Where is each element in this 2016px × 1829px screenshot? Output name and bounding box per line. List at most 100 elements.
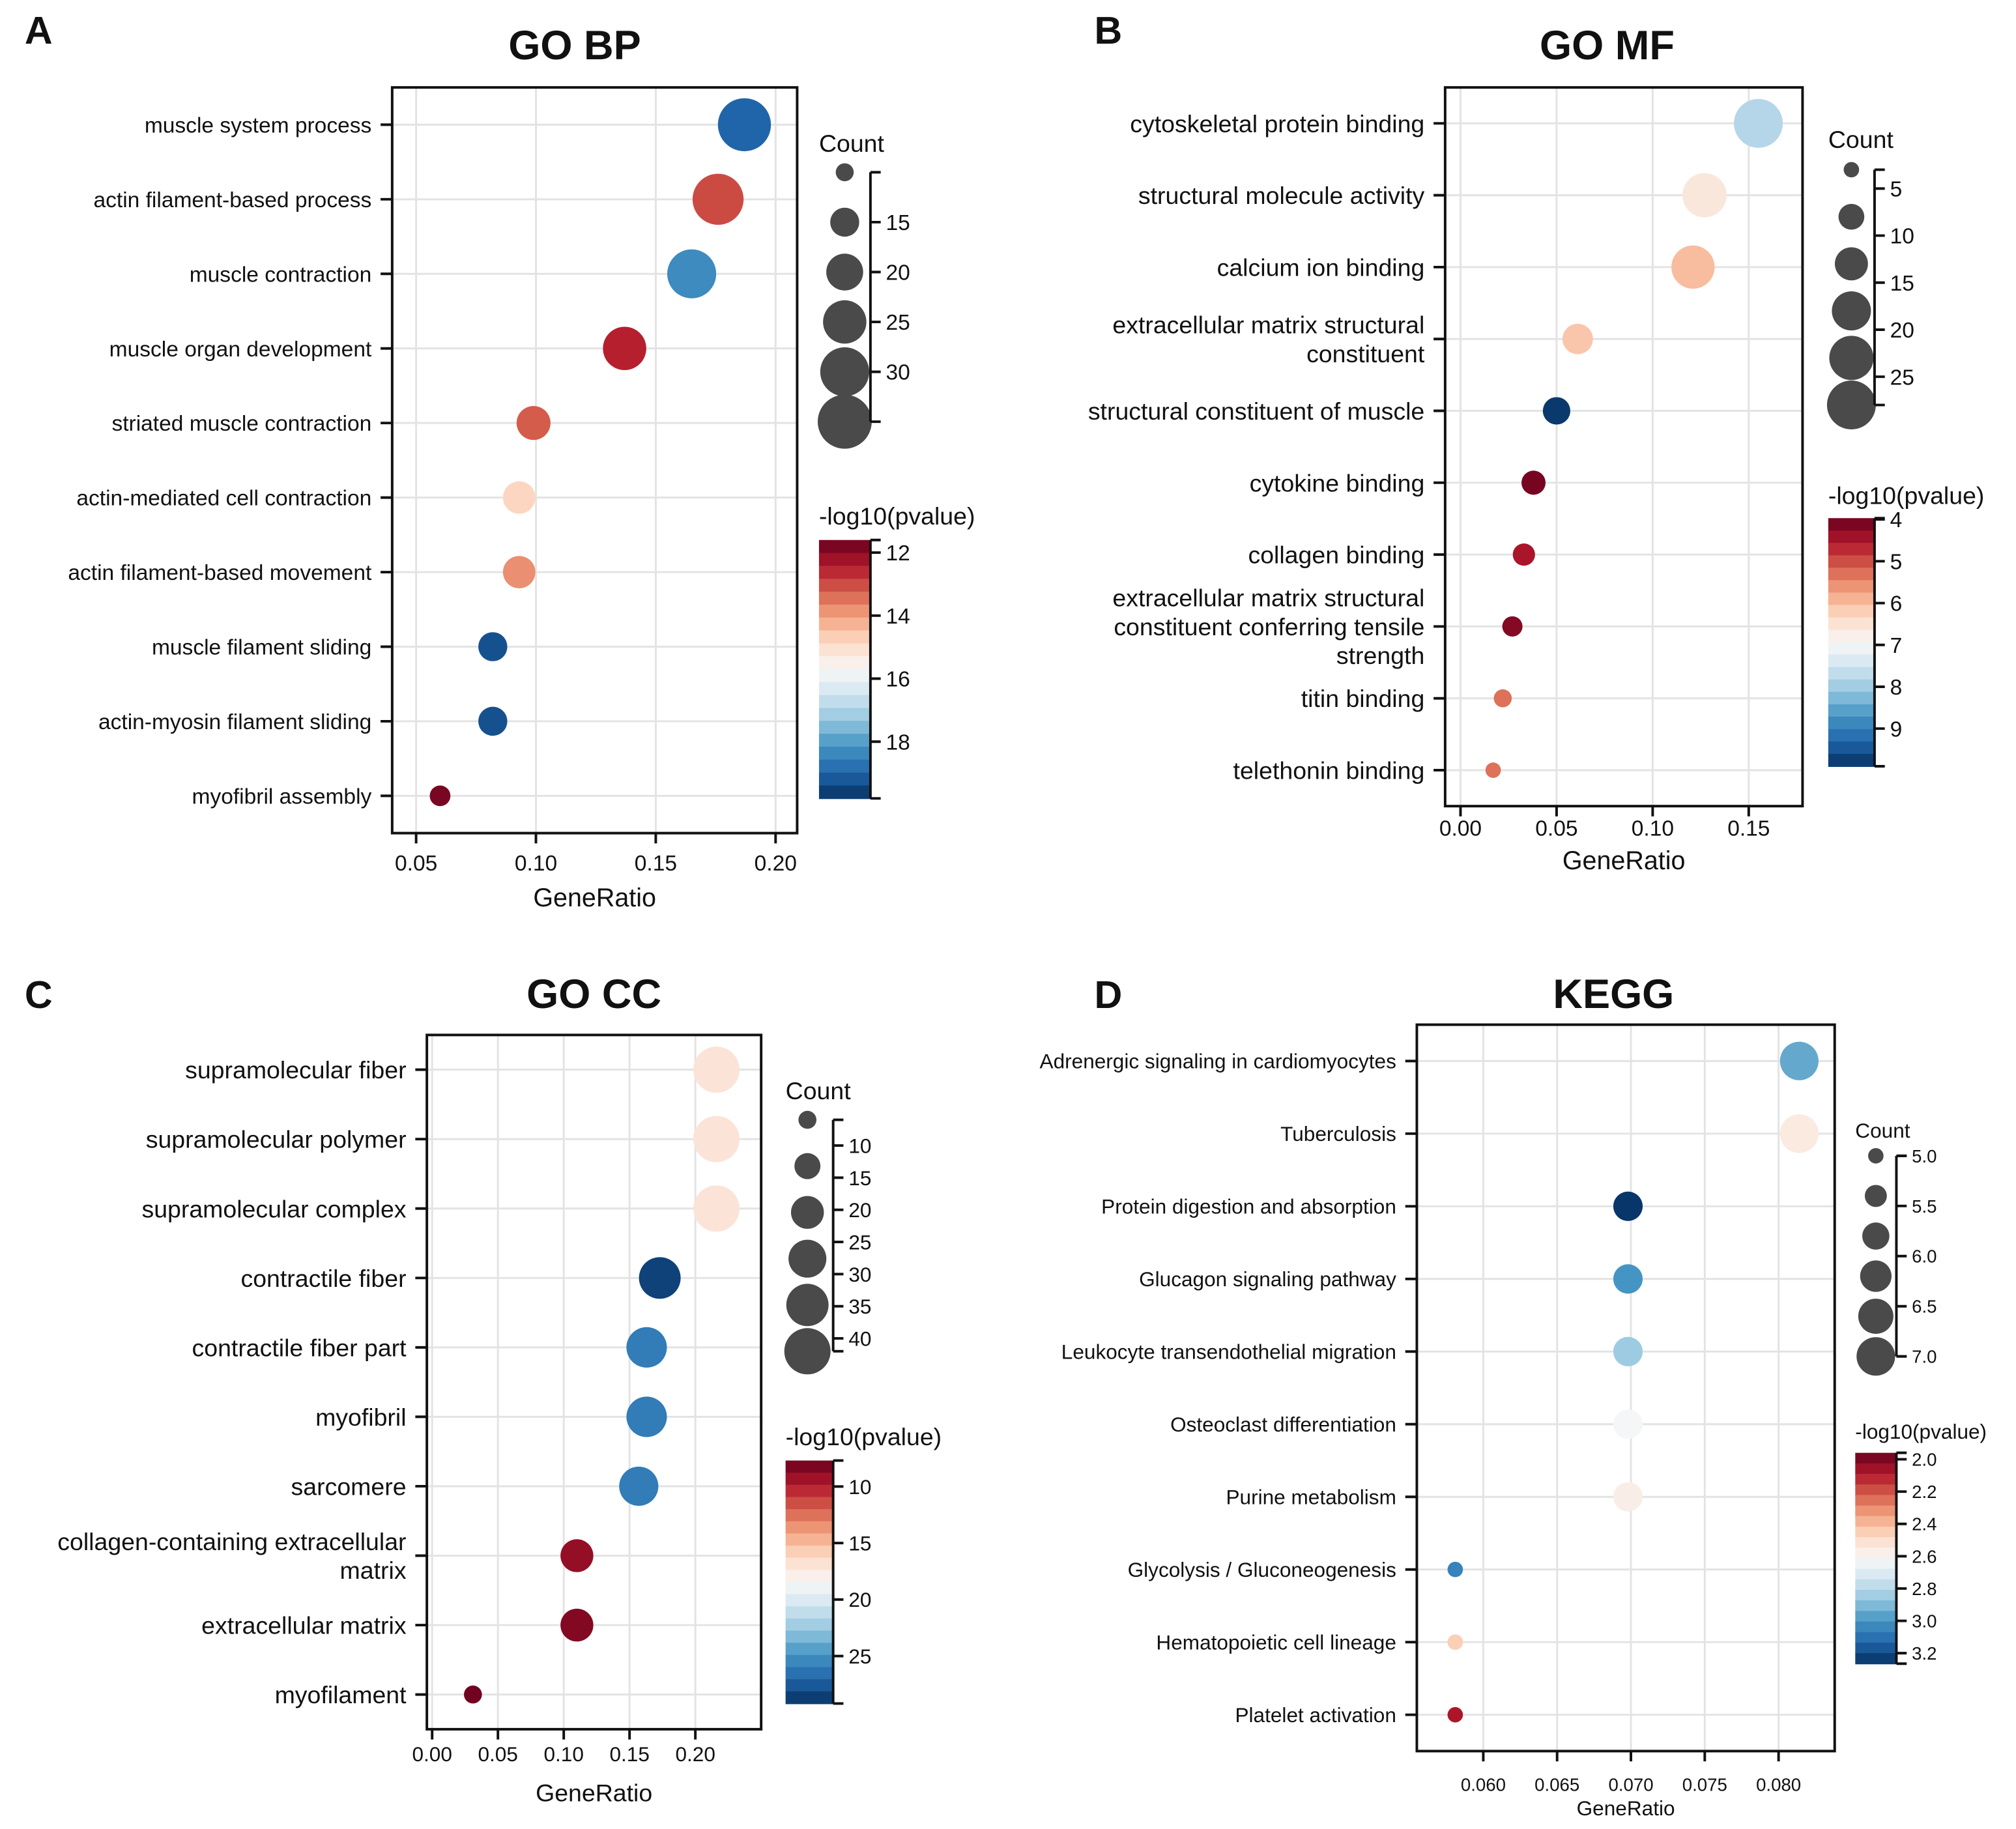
size-legend-tick-label: 20	[848, 1198, 871, 1222]
size-legend-circle	[784, 1328, 831, 1375]
colorbar-tick-label: 4	[1890, 508, 1903, 532]
colorbar-band	[818, 553, 871, 567]
x-tick-label: 0.05	[395, 852, 437, 876]
colorbar-title: -log10(pvalue)	[1828, 482, 1985, 509]
data-point	[717, 98, 771, 152]
y-tick-label-line: Purine metabolism	[1226, 1486, 1396, 1509]
size-legend-tick-label: 15	[886, 211, 910, 235]
size-legend-tick-label: 25	[1890, 366, 1914, 390]
size-legend-circle	[1860, 1260, 1892, 1292]
colorbar-tick-label: 8	[1890, 676, 1903, 700]
data-point	[1521, 470, 1546, 495]
y-tick-label-line: actin filament-based process	[93, 188, 371, 212]
size-legend-circle	[1838, 203, 1865, 230]
data-point	[639, 1257, 681, 1299]
data-point	[1779, 1114, 1819, 1153]
colorbar-title: -log10(pvalue)	[786, 1423, 942, 1450]
colorbar-band	[785, 1521, 833, 1534]
y-tick-label: cytoskeletal protein binding	[1130, 110, 1424, 137]
colorbar-tick-label: 5	[1890, 550, 1903, 574]
x-tick-label: 0.075	[1682, 1775, 1727, 1795]
colorbar-band	[1828, 580, 1875, 594]
x-tick-label: 0.05	[1535, 817, 1577, 841]
data-point	[1447, 1561, 1463, 1577]
y-tick-label-line: structural molecule activity	[1138, 182, 1425, 209]
colorbar-tick-label: 7	[1890, 634, 1903, 658]
y-tick-label-line: cytokine binding	[1250, 469, 1425, 497]
colorbar-band	[785, 1654, 833, 1668]
size-legend-tick-label: 5.0	[1912, 1146, 1937, 1166]
colorbar-band	[785, 1473, 833, 1486]
colorbar-band	[1828, 654, 1875, 668]
size-legend-tick-label: 25	[848, 1230, 871, 1254]
size-legend-circle	[1868, 1148, 1884, 1164]
y-tick-label-line: telethonin binding	[1233, 757, 1425, 785]
colorbar-tick-label: 20	[848, 1588, 871, 1611]
x-tick-label: 0.10	[515, 852, 557, 876]
y-tick-label-line: myofibril	[315, 1404, 406, 1431]
panel-a: A GO BP muscle system process actin filamen…	[25, 8, 975, 912]
y-tick-label: structural molecule activity	[1138, 182, 1425, 209]
colorbar-band	[1828, 716, 1875, 730]
colorbar-band	[1855, 1653, 1897, 1665]
data-point	[1512, 543, 1535, 566]
x-tick-label: 0.070	[1608, 1775, 1653, 1795]
data-point	[1542, 397, 1570, 425]
size-legend-circle	[1832, 291, 1871, 331]
y-tick-label-line: contractile fiber part	[192, 1334, 407, 1361]
y-tick-label: Platelet activation	[1235, 1703, 1396, 1727]
size-legend-circle	[1826, 381, 1876, 430]
y-tick-label: collagen binding	[1248, 541, 1424, 569]
chart-title: GO CC	[526, 972, 661, 1017]
colorbar-band	[1855, 1516, 1897, 1527]
colorbar-band	[1855, 1568, 1897, 1580]
panel-c: C GO CC supramolecular fiber supramolecular…	[25, 972, 942, 1806]
y-tick-label: Adrenergic signaling in cardiomyocytes	[1040, 1050, 1396, 1073]
size-legend-tick-label: 20	[1890, 319, 1914, 343]
colorbar-band	[1828, 605, 1875, 618]
data-point	[502, 556, 536, 588]
data-point	[560, 1608, 594, 1642]
colorbar-band	[1828, 642, 1875, 655]
panel-letter: C	[25, 973, 53, 1016]
colorbar-tick-label: 10	[848, 1475, 871, 1499]
y-tick-label: calcium ion binding	[1217, 253, 1425, 281]
colorbar-band	[785, 1497, 833, 1510]
x-axis-label: GeneRatio	[533, 884, 656, 912]
panel-letter: D	[1095, 973, 1123, 1016]
colorbar-band	[818, 772, 871, 786]
size-legend-circle	[1864, 1185, 1887, 1207]
y-tick-label-line: supramolecular fiber	[185, 1056, 406, 1084]
data-point	[1613, 1264, 1643, 1294]
colorbar-band	[818, 566, 871, 580]
y-tick-label: titin binding	[1301, 685, 1425, 712]
colorbar-tick-label: 2.4	[1912, 1514, 1937, 1534]
colorbar-band	[1828, 704, 1875, 717]
colorbar-band	[818, 592, 871, 605]
y-tick-label-line: muscle system process	[145, 113, 371, 137]
data-point	[1613, 1409, 1643, 1439]
x-tick-label: 0.20	[675, 1742, 715, 1766]
data-point	[1447, 1634, 1463, 1650]
y-tick-label-line: matrix	[340, 1557, 407, 1584]
colorbar-band	[785, 1570, 833, 1583]
y-tick-label: muscle filament sliding	[152, 636, 371, 660]
colorbar-title: -log10(pvalue)	[1855, 1420, 1987, 1443]
colorbar-band	[818, 604, 871, 618]
colorbar-band	[818, 734, 871, 747]
colorbar-band	[818, 643, 871, 657]
colorbar-band	[785, 1630, 833, 1644]
colorbar-band	[1828, 555, 1875, 569]
colorbar-band	[1855, 1526, 1897, 1538]
size-legend-circle	[798, 1110, 817, 1129]
x-axis-label: GeneRatio	[1562, 846, 1686, 875]
y-tick-label: telethonin binding	[1233, 757, 1425, 785]
x-tick-label: 0.15	[609, 1742, 649, 1766]
colorbar-band	[785, 1460, 833, 1474]
colorbar-band	[1828, 728, 1875, 742]
y-tick-label: supramolecular complex	[141, 1195, 406, 1222]
size-legend-tick-label: 25	[886, 311, 910, 335]
colorbar-band	[785, 1581, 833, 1595]
y-tick-label: Glucagon signaling pathway	[1139, 1267, 1396, 1291]
